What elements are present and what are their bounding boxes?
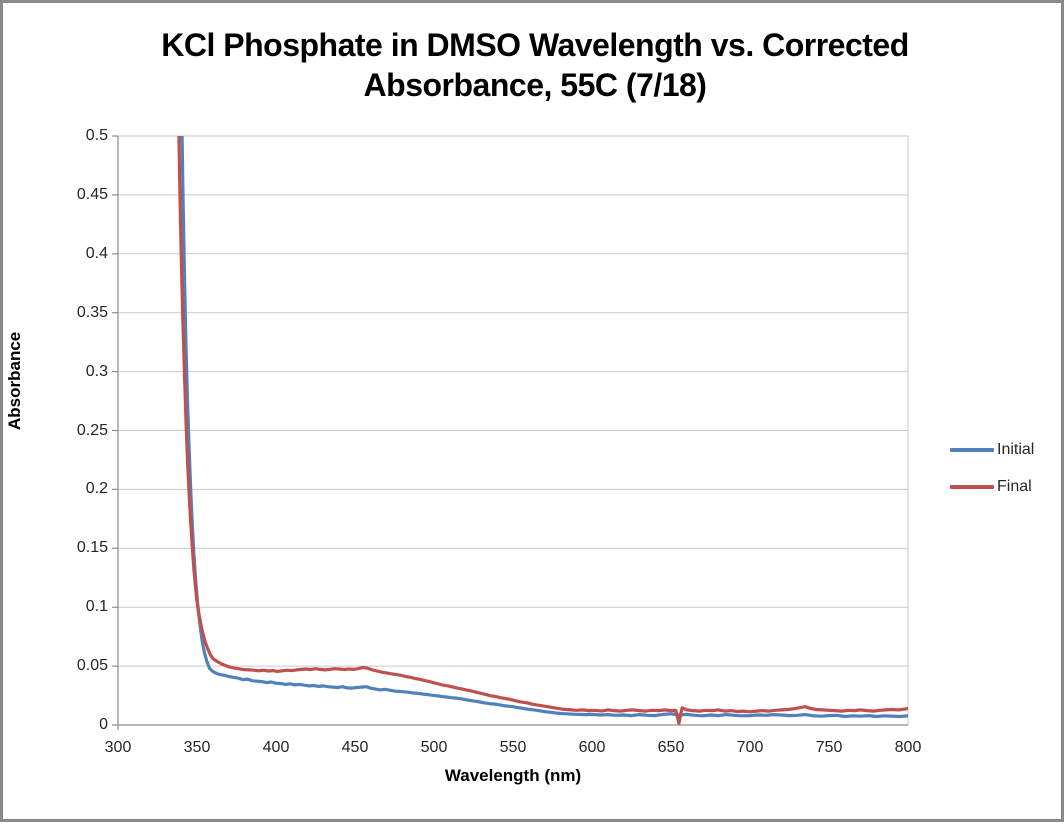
x-tick-label-800: 800 bbox=[894, 739, 922, 756]
y-tick-label-0.3: 0.3 bbox=[85, 362, 108, 380]
x-tick-label-750: 750 bbox=[815, 739, 843, 756]
legend-item-final: Final bbox=[950, 476, 1034, 498]
y-tick-label-0.15: 0.15 bbox=[76, 539, 108, 557]
legend-line-swatch-final bbox=[950, 485, 994, 489]
series-line-initial bbox=[180, 136, 908, 719]
x-tick-label-350: 350 bbox=[183, 739, 211, 756]
x-tick-label-450: 450 bbox=[341, 739, 369, 756]
chart-title-line-2: Absorbance, 55C (7/18) bbox=[363, 67, 707, 103]
x-axis-title: Wavelength (nm) bbox=[444, 766, 582, 785]
x-tick-label-300: 300 bbox=[104, 739, 132, 756]
x-tick-label-400: 400 bbox=[262, 739, 290, 756]
chart-title: KCl Phosphate in DMSO Wavelength vs. Cor… bbox=[3, 25, 1064, 105]
legend-label-final: Final bbox=[997, 478, 1032, 495]
y-tick-label-0.35: 0.35 bbox=[76, 303, 108, 321]
y-tick-label-0.2: 0.2 bbox=[85, 480, 108, 498]
x-tick-label-650: 650 bbox=[657, 739, 685, 756]
y-tick-label-0.45: 0.45 bbox=[76, 185, 108, 203]
legend: Initial Final bbox=[950, 439, 1034, 513]
y-tick-label-0: 0 bbox=[99, 716, 108, 733]
plot-area bbox=[112, 135, 909, 730]
legend-line-swatch-initial bbox=[950, 448, 994, 452]
y-tick-label-0.5: 0.5 bbox=[85, 127, 108, 144]
y-tick-label-0.05: 0.05 bbox=[76, 657, 108, 675]
x-tick-label-550: 550 bbox=[499, 739, 527, 756]
y-tick-label-0.4: 0.4 bbox=[85, 244, 108, 262]
chart-title-line-1: KCl Phosphate in DMSO Wavelength vs. Cor… bbox=[161, 27, 909, 63]
legend-label-initial: Initial bbox=[997, 441, 1035, 458]
y-tick-label-0.1: 0.1 bbox=[85, 598, 108, 616]
y-tick-label-0.25: 0.25 bbox=[76, 421, 108, 439]
x-tick-label-600: 600 bbox=[578, 739, 606, 756]
x-tick-label-700: 700 bbox=[736, 739, 764, 756]
series-group bbox=[177, 136, 908, 725]
legend-item-initial: Initial bbox=[950, 439, 1034, 461]
x-tick-label-500: 500 bbox=[420, 739, 448, 756]
series-line-final bbox=[177, 136, 908, 725]
